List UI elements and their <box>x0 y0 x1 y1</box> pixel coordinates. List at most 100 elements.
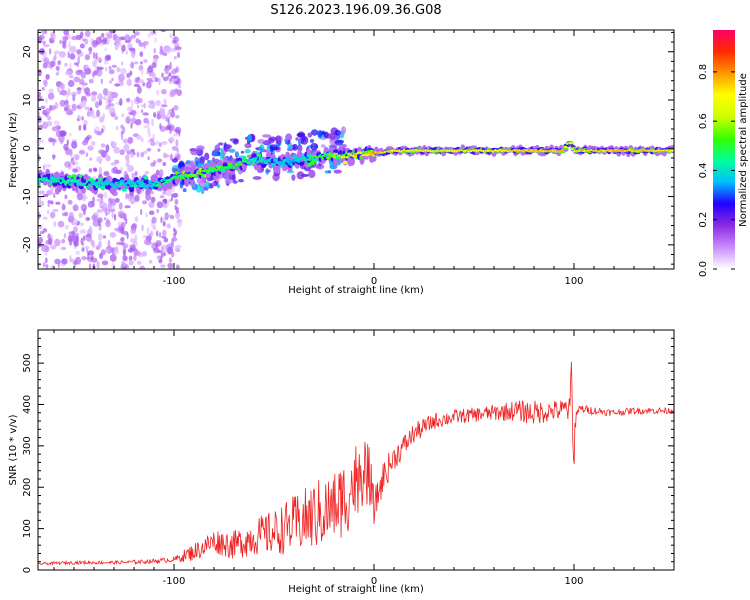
noise-speck <box>138 42 144 48</box>
noise-speck <box>140 151 145 158</box>
noise-speck <box>153 47 157 54</box>
noise-speck <box>143 43 146 49</box>
noise-speck <box>157 148 161 152</box>
scatter-blob <box>311 129 319 136</box>
noise-speck <box>124 205 131 209</box>
scatter-blob <box>238 179 244 183</box>
scatter-blob <box>265 168 270 175</box>
noise-speck <box>122 138 129 144</box>
y-tick-label: 300 <box>22 436 33 455</box>
noise-speck <box>38 225 42 229</box>
noise-speck <box>73 76 81 83</box>
noise-speck <box>127 136 134 144</box>
noise-speck <box>46 209 50 215</box>
noise-speck <box>139 61 143 65</box>
noise-speck <box>71 35 78 41</box>
noise-speck <box>80 71 86 79</box>
snr-ylabel: SNR (10 * v/v) <box>8 414 19 485</box>
noise-speck <box>39 230 45 235</box>
scatter-blob <box>217 142 224 146</box>
scatter-blob <box>308 169 316 179</box>
colorbar-label: Normalized spectral amplitude <box>738 73 749 227</box>
noise-speck <box>71 141 78 149</box>
noise-speck <box>57 60 61 66</box>
noise-speck <box>133 83 140 87</box>
scatter-blob <box>321 130 325 135</box>
noise-speck <box>53 139 57 143</box>
scatter-blob <box>329 132 336 141</box>
noise-speck <box>111 77 114 82</box>
noise-speck <box>126 264 130 269</box>
noise-speck <box>137 98 143 103</box>
noise-speck <box>68 41 71 50</box>
scatter-blob <box>179 180 184 189</box>
noise-speck <box>140 104 147 108</box>
noise-speck <box>63 143 69 151</box>
x-tick-label: -100 <box>163 276 186 287</box>
noise-speck <box>156 110 161 118</box>
scatter-blob <box>234 151 239 159</box>
noise-speck <box>88 168 93 173</box>
scatter-blob <box>204 181 210 189</box>
noise-speck <box>46 115 52 121</box>
noise-speck <box>137 104 140 109</box>
noise-speck <box>158 77 161 86</box>
noise-speck <box>127 115 131 119</box>
noise-speck <box>109 253 117 262</box>
noise-speck <box>55 201 61 205</box>
noise-speck <box>97 209 102 213</box>
noise-speck <box>63 233 67 239</box>
noise-speck <box>129 62 135 69</box>
colorbar-tick-label: 0.6 <box>698 113 709 129</box>
noise-speck <box>97 93 103 101</box>
noise-speck <box>162 76 169 82</box>
noise-speck <box>122 126 125 134</box>
noise-speck <box>139 51 144 57</box>
noise-speck <box>69 53 76 60</box>
noise-speck <box>134 171 138 176</box>
noise-speck <box>60 246 67 251</box>
noise-speck <box>135 38 140 44</box>
colorbar-tick-label: 0.2 <box>698 212 709 228</box>
noise-speck <box>120 68 127 75</box>
noise-speck <box>63 30 70 36</box>
noise-speck <box>42 228 48 233</box>
noise-speck <box>91 114 97 119</box>
scatter-blob <box>214 144 221 153</box>
noise-speck <box>80 203 87 212</box>
noise-speck <box>39 196 42 202</box>
colorbar: 0.0 0.2 0.4 0.6 0.8 Normalized spectral ampl… <box>698 30 749 277</box>
noise-speck <box>38 138 42 143</box>
noise-speck <box>42 40 46 45</box>
noise-speck <box>169 33 174 39</box>
noise-speck <box>175 115 180 119</box>
noise-speck <box>166 214 173 218</box>
noise-speck <box>177 221 182 228</box>
noise-speck <box>105 104 110 110</box>
noise-speck <box>64 225 69 230</box>
noise-speck <box>91 242 96 249</box>
noise-speck <box>53 50 61 55</box>
noise-speck <box>85 234 93 242</box>
noise-speck <box>167 262 174 269</box>
spectrogram-ylabel: Frequency (Hz) <box>8 112 19 188</box>
noise-speck <box>130 34 136 39</box>
ridge-cell <box>297 149 303 160</box>
noise-speck <box>128 47 136 51</box>
noise-speck <box>128 111 134 116</box>
noise-speck <box>98 72 103 76</box>
noise-speck <box>150 141 156 146</box>
scatter-blob <box>223 145 230 153</box>
noise-speck <box>125 218 128 225</box>
scatter-blob <box>180 166 189 170</box>
noise-speck <box>69 148 73 157</box>
noise-speck <box>146 227 150 235</box>
noise-speck <box>158 232 162 238</box>
noise-speck <box>148 259 153 264</box>
noise-speck <box>171 240 174 248</box>
snr-xlabel: Height of straight line (km) <box>288 584 424 595</box>
ridge-cell <box>217 159 223 167</box>
noise-speck <box>64 194 68 200</box>
